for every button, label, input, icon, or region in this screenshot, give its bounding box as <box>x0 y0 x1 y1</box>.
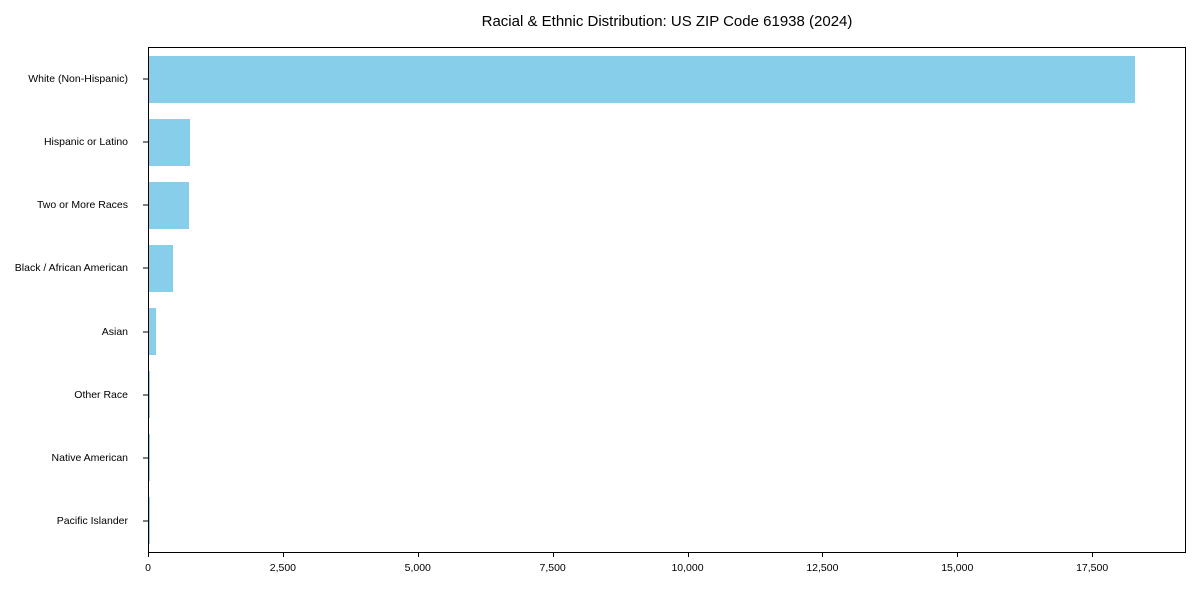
x-tick-label: 17,500 <box>1076 562 1109 574</box>
x-tick-label: 12,500 <box>806 562 839 574</box>
bar <box>149 182 189 229</box>
bar-row <box>149 426 1185 489</box>
y-tick-mark <box>143 267 148 269</box>
x-tick-label: 2,500 <box>269 562 297 574</box>
y-axis-ticks <box>143 47 148 553</box>
bar-row <box>149 363 1185 426</box>
y-tick-label: Other Race <box>74 388 128 401</box>
bar-row <box>149 300 1185 363</box>
y-tick-label: Native American <box>51 452 128 465</box>
chart-title: Racial & Ethnic Distribution: US ZIP Cod… <box>481 13 853 30</box>
y-tick-mark <box>143 331 148 333</box>
y-tick-label: Pacific Islander <box>56 515 128 528</box>
x-tick-mark <box>687 552 689 557</box>
bar-row <box>149 48 1185 111</box>
bar-row <box>149 111 1185 174</box>
bar-row <box>149 237 1185 300</box>
bar-row <box>149 174 1185 237</box>
x-tick-label: 0 <box>145 562 151 574</box>
x-tick-mark <box>148 552 149 557</box>
x-tick-label: 7,500 <box>539 562 566 574</box>
x-tick-label: 5,000 <box>404 562 431 574</box>
x-tick-mark <box>822 552 824 557</box>
x-tick-mark <box>1092 552 1094 557</box>
y-tick-mark <box>143 204 148 206</box>
x-axis: 0 2,500 5,000 7,500 10,000 12,500 15,000 17,500 <box>145 552 1186 588</box>
plot-area <box>148 47 1186 553</box>
x-tick-label: 10,000 <box>671 562 704 574</box>
y-tick-mark <box>143 520 148 522</box>
y-tick-label: Two or More Races <box>36 199 128 212</box>
bar <box>149 119 190 166</box>
y-tick-label: Asian <box>101 325 128 338</box>
y-tick-mark <box>143 141 148 143</box>
x-tick-mark <box>552 552 554 557</box>
y-axis-labels: White (Non-Hispanic) Hispanic or Latino Tw… <box>0 47 138 553</box>
y-tick-label: Black / African American <box>14 262 128 275</box>
bar-row <box>149 489 1185 552</box>
y-tick-label: Hispanic or Latino <box>43 135 128 148</box>
bar <box>149 56 1136 103</box>
bar <box>149 245 174 292</box>
y-tick-mark <box>143 457 148 459</box>
y-tick-mark <box>143 394 148 396</box>
y-tick-mark <box>143 78 148 80</box>
y-tick-label: White (Non-Hispanic) <box>28 72 128 85</box>
bar <box>149 371 151 418</box>
x-tick-mark <box>282 552 284 557</box>
bar <box>149 308 156 355</box>
x-tick-mark <box>417 552 419 557</box>
x-tick-label: 15,000 <box>941 562 974 574</box>
x-tick-mark <box>957 552 959 557</box>
